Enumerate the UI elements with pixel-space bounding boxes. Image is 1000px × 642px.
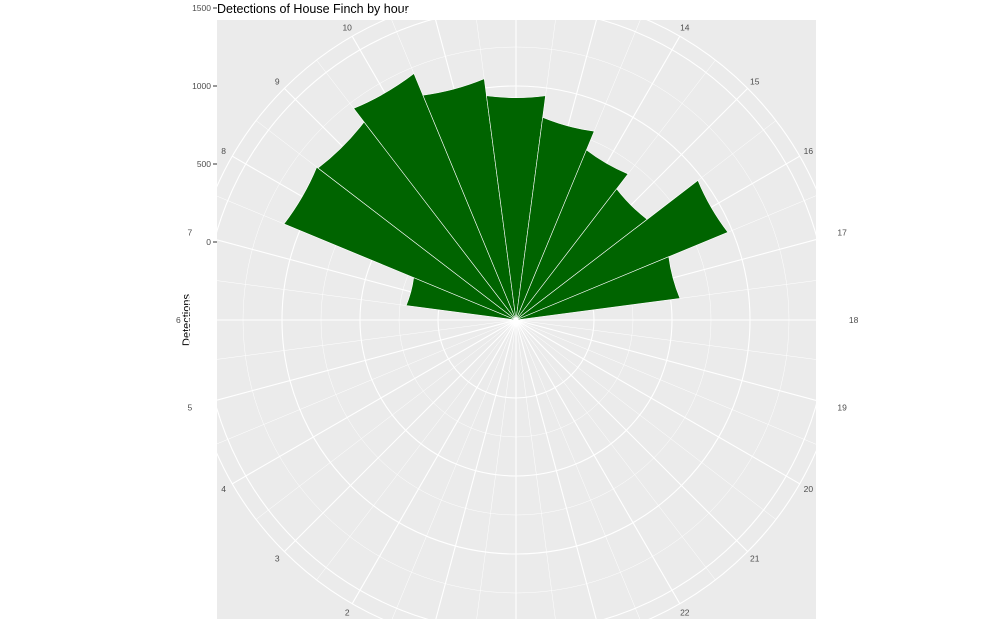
hour-label: 8 (221, 146, 226, 156)
bar-hour-10 (353, 73, 517, 321)
y-tick-label: 1500 (192, 3, 211, 13)
minor-spoke (515, 319, 716, 581)
major-spoke (515, 319, 800, 485)
minor-spoke (255, 319, 517, 520)
bar-hour-16 (515, 179, 729, 321)
hour-label: 7 (188, 228, 193, 238)
bar-hour-13 (515, 116, 595, 321)
major-spoke (515, 319, 681, 604)
hour-label: 22 (680, 607, 690, 617)
hour-label: 18 (849, 315, 859, 325)
y-axis: 0 500 1000 1500 (192, 3, 217, 247)
hour-label: 14 (680, 23, 690, 33)
minor-spoke (191, 319, 517, 364)
hour-label: 2 (345, 607, 350, 617)
minor-spoke (390, 319, 517, 623)
major-spoke (232, 319, 517, 485)
major-spoke (351, 319, 517, 604)
hour-label: 17 (837, 228, 847, 238)
hour-label: 9 (275, 76, 280, 86)
minor-spoke (473, 319, 517, 642)
hour-label: 10 (342, 23, 352, 33)
major-spoke (515, 319, 602, 637)
bar-hour-8 (283, 166, 517, 321)
hour-label: 15 (750, 76, 760, 86)
bar-hour-14 (515, 149, 629, 321)
bar-hour-12 (486, 95, 546, 321)
minor-spoke (515, 319, 841, 364)
hour-label: 6 (176, 315, 181, 325)
bar-hour-17 (515, 256, 681, 321)
minor-spoke (316, 319, 517, 581)
major-spoke (199, 319, 517, 406)
bar-hour-11 (422, 78, 517, 321)
major-spoke (283, 319, 517, 553)
hour-label: 5 (188, 402, 193, 412)
hour-label: 19 (837, 402, 847, 412)
y-tick-label: 1000 (192, 81, 211, 91)
hour-labels: 0/24123456789101112131415161718192021222… (176, 23, 859, 642)
y-tick-label: 500 (197, 159, 211, 169)
minor-spoke (515, 319, 642, 623)
major-spoke (430, 319, 517, 637)
bars-layer (283, 73, 729, 321)
hour-label: 16 (804, 146, 814, 156)
y-tick-label: 0 (206, 237, 211, 247)
minor-spoke (515, 319, 559, 642)
minor-spoke (515, 319, 777, 520)
hour-label: 4 (221, 484, 226, 494)
minor-spoke (515, 319, 819, 446)
major-spoke (515, 319, 749, 553)
major-spoke (515, 319, 833, 406)
minor-spoke (213, 319, 517, 446)
hour-label: 21 (750, 554, 760, 564)
hour-label: 3 (275, 554, 280, 564)
hour-label: 20 (804, 484, 814, 494)
chart-title: Detections of House Finch by hour (217, 2, 409, 16)
